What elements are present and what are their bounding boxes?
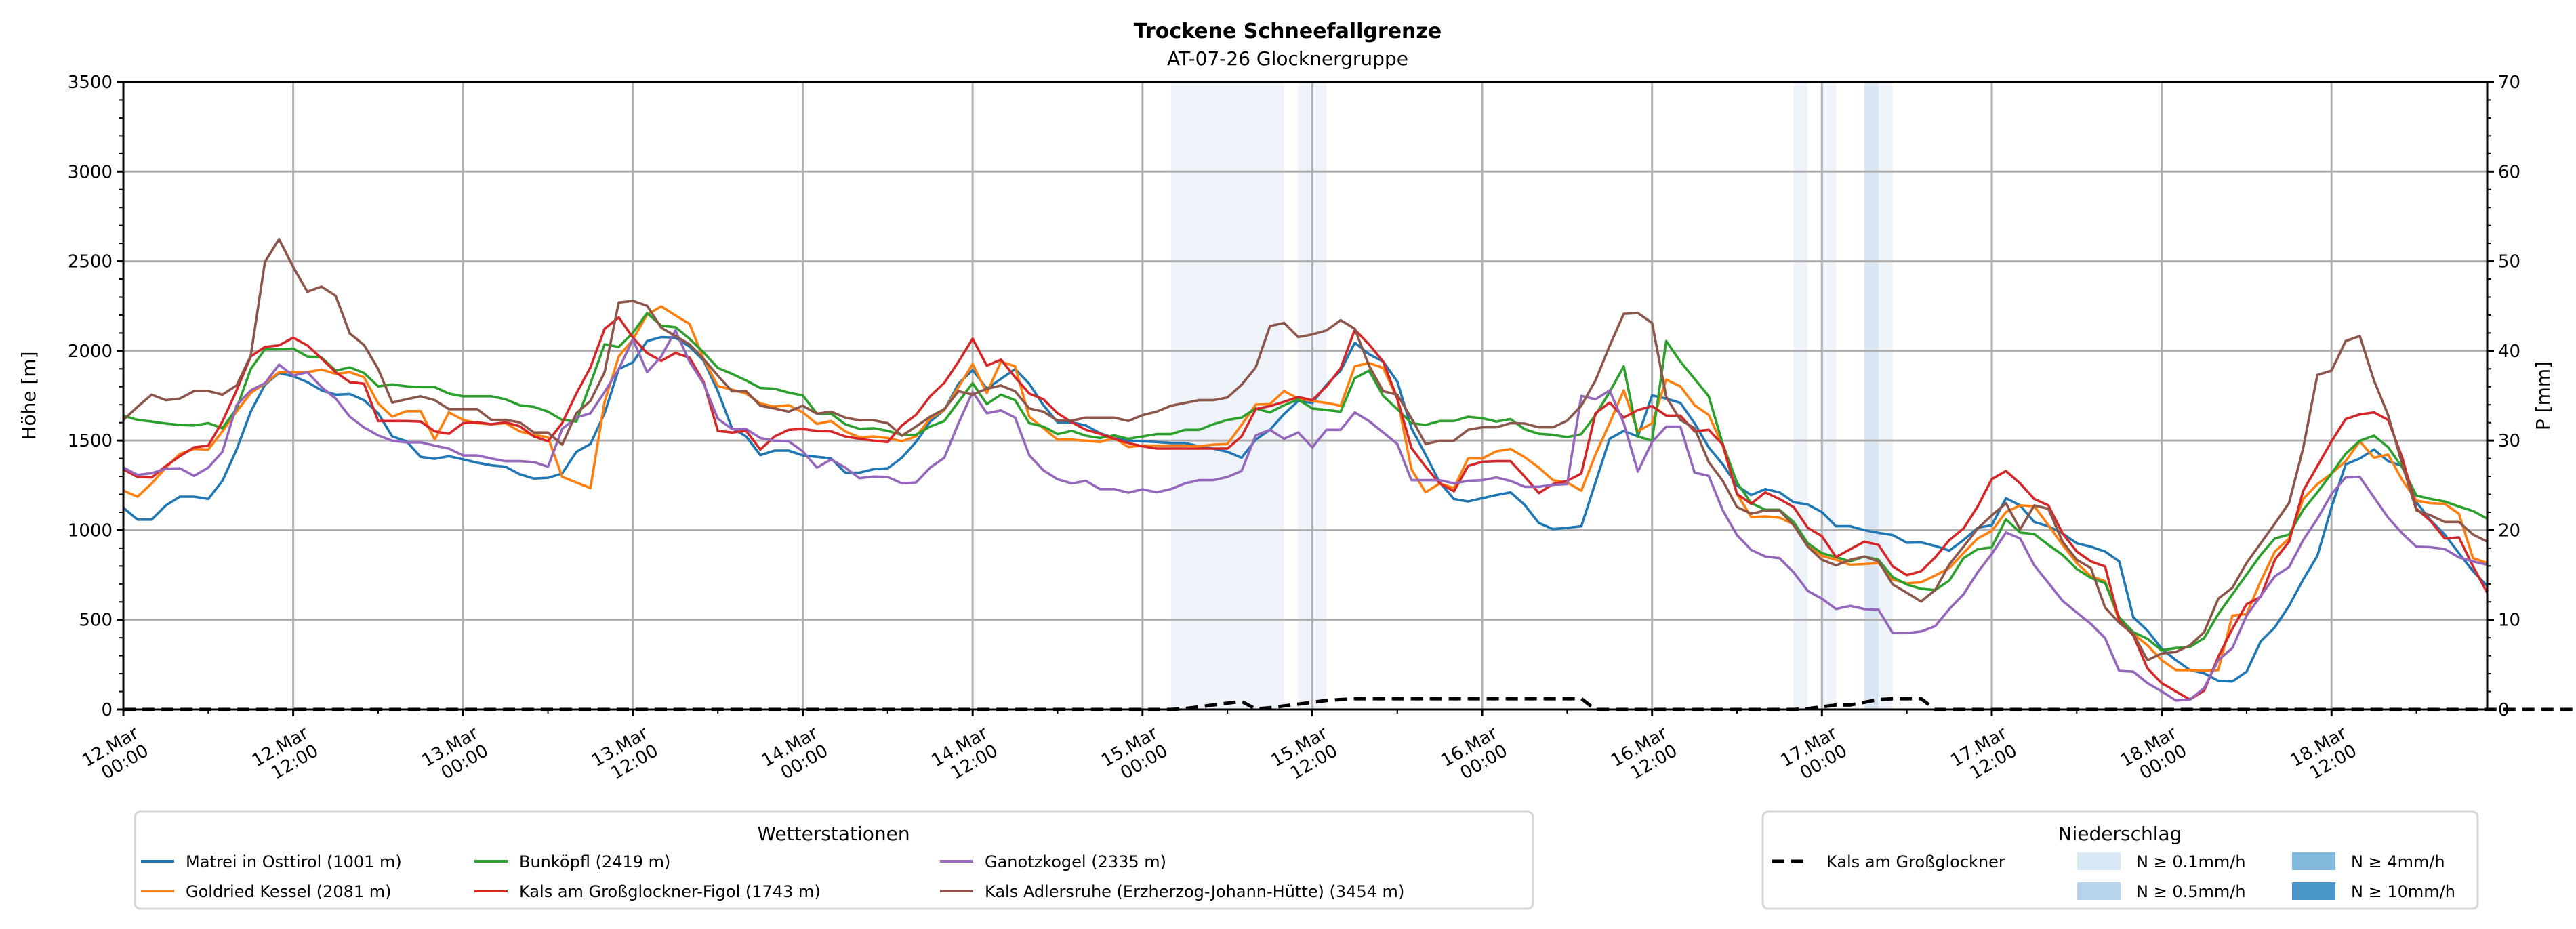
y-tick-label: 1500	[68, 431, 113, 451]
precip-band	[1793, 82, 1808, 709]
x-tick-label: 13.Mar00:00	[418, 723, 492, 789]
series-lines	[122, 238, 2489, 702]
y-tick-label: 500	[79, 611, 113, 631]
x-tick-label: 12.Mar00:00	[79, 723, 152, 789]
legend-stations-title: Wetterstationen	[757, 823, 909, 845]
x-tick-label: 16.Mar00:00	[1437, 723, 1511, 789]
legend-precip-level-swatch	[2077, 852, 2121, 870]
legend-precip-line-label: Kals am Großglockner	[1826, 852, 2005, 871]
precipitation-line-layer	[123, 697, 2576, 711]
series-line-4	[123, 329, 2488, 702]
series-line-2	[123, 312, 2488, 652]
legend-stations: Wetterstationen Matrei in Osttirol (1001…	[134, 810, 1534, 910]
legend-precip-level-swatch	[2292, 882, 2335, 900]
plot-frame	[122, 81, 2489, 711]
series-line-3	[123, 316, 2489, 701]
y-right-tick-label: 20	[2498, 520, 2520, 541]
y-right-tick-label: 30	[2498, 431, 2520, 451]
legend-label-series-3: Kals am Großglockner-Figol (1743 m)	[519, 882, 821, 901]
x-tick-label: 18.Mar12:00	[2287, 723, 2360, 789]
legend-precip-level-swatch	[2292, 852, 2335, 870]
legend-label-series-0: Matrei in Osttirol (1001 m)	[186, 852, 402, 871]
chart-subtitle: AT-07-26 Glocknergruppe	[1167, 47, 1408, 70]
chart-title: Trockene Schneefallgrenze	[1134, 20, 1442, 43]
legend-label-series-5: Kals Adlersruhe (Erzherzog-Johann-Hütte)…	[985, 882, 1404, 901]
y-right-tick-label: 60	[2498, 162, 2520, 182]
x-tick-label: 13.Mar12:00	[588, 723, 662, 789]
y-tick-label: 2500	[68, 252, 113, 272]
x-tick-label: 17.Mar00:00	[1778, 723, 1852, 789]
series-line-5	[122, 238, 2488, 661]
legend-precipitation: Niederschlag Kals am Großglockner N ≥ 0.…	[1761, 810, 2479, 910]
legend-label-series-4: Ganotzkogel (2335 m)	[985, 852, 1166, 871]
y-tick-label: 2000	[68, 342, 113, 362]
y-right-tick-label: 40	[2498, 342, 2520, 362]
x-tick-label: 15.Mar12:00	[1268, 723, 1342, 789]
y-right-tick-label: 10	[2498, 611, 2520, 631]
x-tick-label: 14.Mar00:00	[758, 723, 832, 789]
x-tick-label: 15.Mar00:00	[1098, 723, 1172, 789]
x-tick-label: 12.Mar12:00	[249, 723, 323, 789]
y-axis-right-label: P [mm]	[2532, 361, 2554, 430]
y-right-tick-label: 50	[2498, 252, 2520, 272]
precip-line-kals-am-grossglockner	[123, 697, 2576, 711]
y-right-tick-label: 70	[2498, 73, 2520, 93]
legend-precip-level-label: N ≥ 0.1mm/h	[2136, 852, 2246, 871]
legend-precip-level-label: N ≥ 10mm/h	[2351, 882, 2455, 901]
legend-label-series-1: Goldried Kessel (2081 m)	[186, 882, 392, 901]
y-tick-label: 3500	[68, 73, 113, 93]
legend-precip-level-label: N ≥ 4mm/h	[2351, 852, 2445, 871]
legend-label-series-2: Bunköpfl (2419 m)	[519, 852, 670, 871]
precip-band	[1864, 82, 1879, 709]
x-tick-label: 14.Mar12:00	[928, 723, 1002, 789]
x-tick-label: 16.Mar12:00	[1608, 723, 1681, 789]
y-right-tick-label: 0	[2498, 700, 2510, 720]
legend-precip-title: Niederschlag	[2058, 823, 2182, 845]
x-tick-label: 17.Mar12:00	[1947, 723, 2021, 789]
precipitation-bands	[1170, 82, 1893, 709]
legend-stations-box	[134, 810, 1534, 910]
y-tick-label: 0	[101, 700, 113, 720]
y-tick-label: 3000	[68, 162, 113, 182]
series-line-0	[122, 335, 2489, 683]
legend-precip-level-label: N ≥ 0.5mm/h	[2136, 882, 2246, 901]
y-tick-label: 1000	[68, 520, 113, 541]
precip-band	[1170, 82, 1284, 709]
x-tick-label: 18.Mar00:00	[2117, 723, 2191, 789]
y-axis-label: Höhe [m]	[18, 351, 40, 440]
precip-band	[1878, 82, 1893, 709]
precip-band	[1822, 82, 1837, 709]
legend-precip-level-swatch	[2077, 882, 2121, 900]
